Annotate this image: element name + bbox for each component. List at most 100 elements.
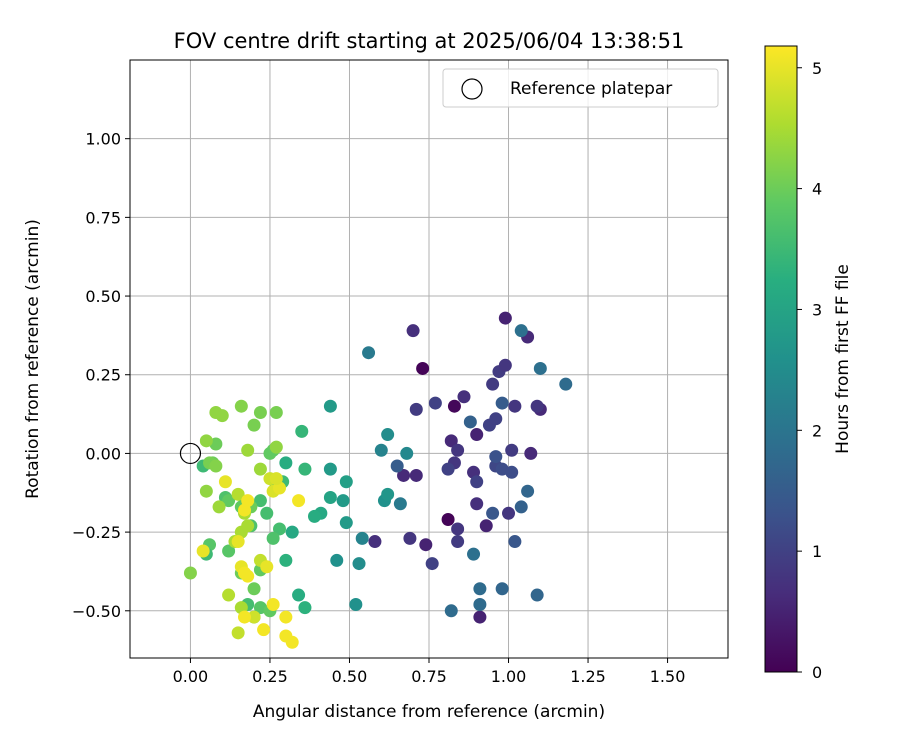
data-point [269,472,283,486]
data-point [266,597,280,611]
data-point [269,440,283,454]
chart-title: FOV centre drift starting at 2025/06/04 … [174,29,685,53]
colorbar-tick-label: 2 [812,421,822,440]
data-point [505,443,519,457]
grid-lines [130,60,728,658]
data-point [530,588,544,602]
y-tick-label: 0.75 [85,208,121,227]
data-point [447,399,461,413]
data-point [470,428,484,442]
colorbar-tick-label: 3 [812,300,822,319]
colorbar-ticks: 0 1 2 3 4 5 [797,59,822,682]
data-point [218,475,232,489]
data-point [323,490,337,504]
x-tick-label: 1.00 [491,667,527,686]
data-point [349,597,363,611]
data-point [486,506,500,520]
data-point [419,538,433,552]
y-tick-label: 1.00 [85,130,121,149]
data-point [514,500,528,514]
data-point [295,424,309,438]
data-point [489,412,503,426]
data-point [231,487,245,501]
x-tick-label: 0.50 [332,667,368,686]
colorbar: 0 1 2 3 4 5 Hours from first FF file [764,45,853,682]
colorbar-label: Hours from first FF file [833,264,853,454]
x-axis-ticks: 0.00 0.25 0.50 0.75 1.00 1.25 1.50 [173,658,686,686]
data-point [524,446,538,460]
data-point [463,415,477,429]
data-point [222,588,236,602]
data-point [495,582,509,596]
reference-platepar-marker [179,442,202,465]
legend-marker [461,78,483,100]
y-axis-label: Rotation from reference (arcmin) [23,219,43,499]
data-point [209,459,223,473]
data-point [199,434,213,448]
data-point [362,346,376,360]
data-point [479,519,493,533]
data-point [241,519,255,533]
y-tick-label: −0.50 [72,602,121,621]
colorbar-tick-label: 4 [812,180,822,199]
data-points [179,311,573,649]
data-point [253,462,267,476]
data-point [425,557,439,571]
data-point [279,456,293,470]
data-point [241,443,255,457]
data-point [508,535,522,549]
data-point [234,399,248,413]
y-tick-label: 0.50 [85,287,121,306]
data-point [406,324,420,338]
data-point [533,361,547,375]
data-point [486,377,500,391]
data-point [473,582,487,596]
data-point [253,406,267,420]
data-point [269,406,283,420]
colorbar-tick-label: 5 [812,59,822,78]
data-point [231,535,245,549]
data-point [403,531,417,545]
data-point [530,399,544,413]
data-point [339,475,353,489]
x-tick-label: 0.25 [252,667,288,686]
data-point [231,626,245,640]
data-point [238,610,252,624]
legend: Reference platepar [442,68,719,108]
data-point [253,494,267,508]
data-point [498,311,512,325]
data-point [355,531,369,545]
data-point [285,635,299,649]
y-tick-label: 0.25 [85,366,121,385]
data-point [444,434,458,448]
data-point [400,446,414,460]
data-point [457,390,471,404]
data-point [336,494,350,508]
data-point [273,522,286,536]
data-point [451,522,465,536]
data-point [247,582,261,596]
data-point [307,509,321,523]
data-point [470,497,484,511]
data-point [257,623,271,637]
legend-label: Reference platepar [510,79,672,99]
data-point [260,560,274,574]
data-point [473,610,487,624]
data-point [222,544,236,558]
data-point [390,459,404,473]
data-point [215,409,229,423]
data-point [416,361,430,375]
data-point [409,402,423,416]
data-point [241,569,255,583]
data-point [298,462,312,476]
data-point [266,531,280,545]
data-point [196,544,210,558]
x-tick-label: 1.50 [650,667,686,686]
data-point [473,597,487,611]
data-point [381,487,395,501]
data-point [279,553,293,567]
data-point [199,484,213,498]
data-point [352,557,366,571]
data-point [368,535,382,549]
